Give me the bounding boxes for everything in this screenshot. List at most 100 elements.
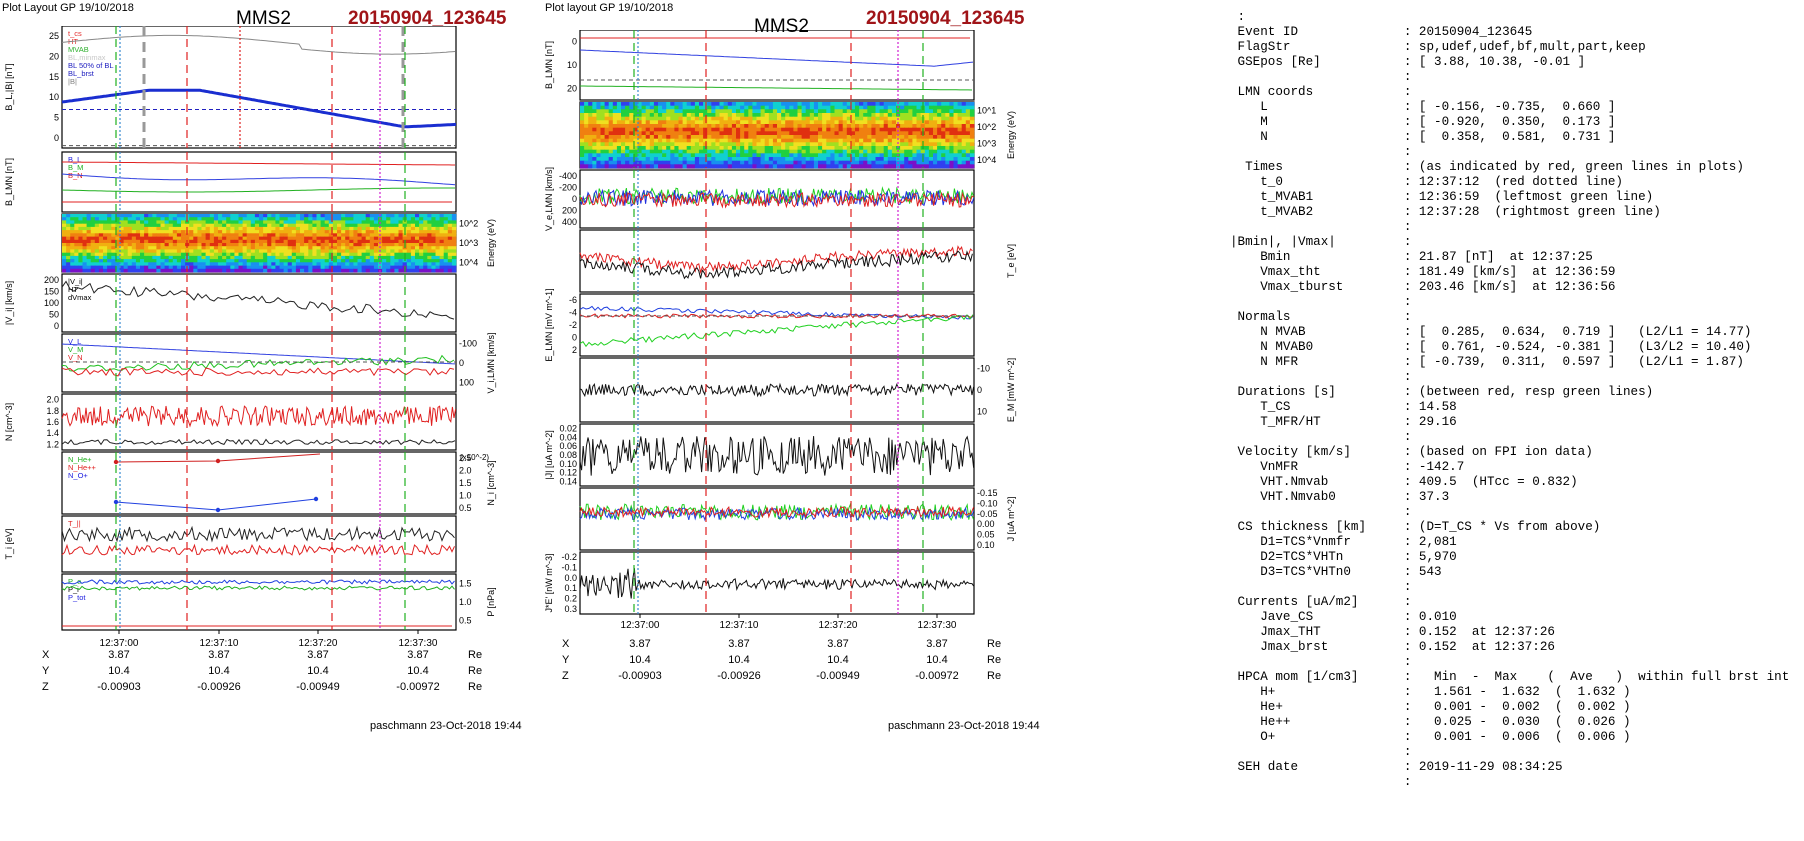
y-tick-label: 2.5 xyxy=(459,453,472,463)
y-axis-label: V_e,LMN [km/s] xyxy=(544,167,554,231)
legend-entry: B_M xyxy=(68,163,83,172)
coord-row: Y 10.4 10.4 10.4 10.4 Re xyxy=(0,665,520,679)
y-axis-label: T_i [eV] xyxy=(4,528,14,559)
info-line: : xyxy=(1403,70,1412,84)
info-line: FlagStr : sp,udef,udef,bf,mult,part,keep xyxy=(1237,40,1646,54)
data-point xyxy=(113,499,119,505)
legend-entry: P_tot xyxy=(68,593,86,602)
x-tick-label: 12:37:20 xyxy=(299,638,338,649)
coord-value: -0.00949 xyxy=(816,670,860,682)
series-V_M xyxy=(61,354,455,372)
y-tick-label: 400 xyxy=(562,217,577,227)
left-header: Plot Layout GP 19/10/2018 xyxy=(2,2,134,14)
y-tick-label: 0.10 xyxy=(559,459,577,469)
info-line: : xyxy=(1403,745,1412,759)
series-T_par xyxy=(61,543,455,557)
y-axis-label: E_LMN [mV m^-1] xyxy=(544,288,554,361)
coord-value: -0.00903 xyxy=(618,670,662,682)
info-line: : xyxy=(1403,295,1412,309)
coord-value: 3.87 xyxy=(728,638,750,650)
ion-spectrogram xyxy=(62,214,457,273)
y-tick-label: -10 xyxy=(977,364,990,374)
series-V_eM xyxy=(579,186,975,205)
info-line: : xyxy=(1403,655,1412,669)
y-tick-label: 0.2 xyxy=(564,594,577,604)
info-line: Bmin : 21.87 [nT] at 12:37:25 xyxy=(1260,250,1593,264)
y-tick-label: 1.0 xyxy=(459,490,472,500)
panel-frame xyxy=(579,423,975,487)
info-line: : xyxy=(1403,145,1412,159)
y-tick-label: 0.3 xyxy=(564,604,577,614)
panel-frame xyxy=(579,293,975,357)
y-tick-label: 0.0 xyxy=(564,573,577,583)
y-tick-label: 200 xyxy=(562,206,577,216)
coord-value: 10.4 xyxy=(307,665,329,677)
y-tick-label: 150 xyxy=(44,286,59,296)
info-line: Velocity [km/s] : (based on FPI ion data… xyxy=(1237,445,1593,459)
info-line: T_MFR/HT : 29.16 xyxy=(1260,415,1457,429)
middle-title: MMS2 xyxy=(754,16,809,37)
coord-value: -0.00949 xyxy=(296,681,340,693)
info-line: t_0 : 12:37:12 (red dotted line) xyxy=(1260,175,1623,189)
y-axis-label: J*E' [nW m^-3] xyxy=(544,554,554,613)
series-V_eN xyxy=(579,191,974,209)
series-|J| xyxy=(579,435,975,476)
x-tick-label: 12:37:30 xyxy=(918,620,957,630)
info-line: VnMFR : -142.7 xyxy=(1260,460,1465,474)
legend-entry: P_i xyxy=(68,585,79,594)
left-footer: paschmann 23-Oct-2018 19:44 xyxy=(370,720,522,732)
panel-frame xyxy=(579,487,975,551)
y-tick-label: 0.12 xyxy=(559,468,577,478)
y-tick-label: 20 xyxy=(49,52,59,62)
y-tick-label: 25 xyxy=(49,31,59,41)
y-tick-label: 1.5 xyxy=(459,478,472,488)
info-line: |Bmin|, |Vmax| : xyxy=(1230,235,1412,249)
info-line: N MFR : [ -0.739, 0.311, 0.597 ] (L2/L1 … xyxy=(1260,355,1744,369)
coord-value: 3.87 xyxy=(629,638,651,650)
y-axis-label: |J| [uA m^-2] xyxy=(544,430,554,479)
legend-entry: BL,minmax xyxy=(68,53,106,62)
coord-value: 3.87 xyxy=(407,649,429,661)
info-line: D2=TCS*VHTn : 5,970 xyxy=(1260,550,1457,564)
legend-entry: |V_i| xyxy=(68,277,83,286)
y-tick-label: -0.2 xyxy=(561,552,577,562)
series-B_L xyxy=(579,49,974,67)
left-coord-table: X 3.87 3.87 3.87 3.87 Re Y 10.4 10.4 10.4 10.4 Re Z -… xyxy=(0,649,520,699)
info-line: L : [ -0.156, -0.735, 0.660 ] xyxy=(1260,100,1616,114)
y-tick-label: -400 xyxy=(559,171,577,181)
info-line: Currents [uA/m2] : xyxy=(1237,595,1412,609)
info-line: : xyxy=(1403,580,1412,594)
y-tick-label: 10^4 xyxy=(977,155,996,165)
coord-unit: Re xyxy=(468,649,483,661)
coord-value: -0.00903 xyxy=(97,681,141,693)
series-E_M xyxy=(579,314,974,348)
info-line: t_MVAB1 : 12:36:59 (leftmost green line) xyxy=(1260,190,1654,204)
coord-row: Z -0.00903 -0.00926 -0.00949 -0.00972 Re xyxy=(540,670,1040,684)
series-P_tot xyxy=(61,579,455,585)
series-B_N xyxy=(62,161,455,166)
coord-label: X xyxy=(42,649,50,661)
coord-value: 3.87 xyxy=(208,649,230,661)
y-axis-label: T_e [eV] xyxy=(1006,244,1016,278)
middle-event-id: 20150904_123645 xyxy=(866,8,1025,29)
series-N xyxy=(61,405,457,428)
legend-entry: BL_brst xyxy=(68,69,95,78)
coord-unit: Re xyxy=(987,670,1002,682)
series-J_N xyxy=(579,505,975,519)
info-line: Vmax_tburst : 203.46 [km/s] at 12:36:56 xyxy=(1260,280,1616,294)
y-tick-label: -0.05 xyxy=(977,509,998,519)
coord-unit: Re xyxy=(468,665,483,677)
y-tick-label: 20 xyxy=(567,83,577,93)
info-line: VHT.Nmvab0 : 37.3 xyxy=(1260,490,1450,504)
info-line: N MVAB : [ 0.285, 0.634, 0.719 ] (L2/L1 … xyxy=(1260,325,1752,339)
x-tick-label: 12:37:00 xyxy=(100,638,139,649)
info-line: T_CS : 14.58 xyxy=(1260,400,1457,414)
legend-entry: HT xyxy=(68,285,78,294)
y-axis-label: B_L,|B| [nT] xyxy=(4,63,14,110)
coord-row: Y 10.4 10.4 10.4 10.4 Re xyxy=(540,654,1040,668)
y-tick-label: 0 xyxy=(572,332,577,342)
data-point xyxy=(313,496,319,502)
y-tick-label: 0 xyxy=(54,321,59,331)
panel-frame xyxy=(61,151,457,213)
y-axis-label: B_LMN [nT] xyxy=(4,158,14,206)
